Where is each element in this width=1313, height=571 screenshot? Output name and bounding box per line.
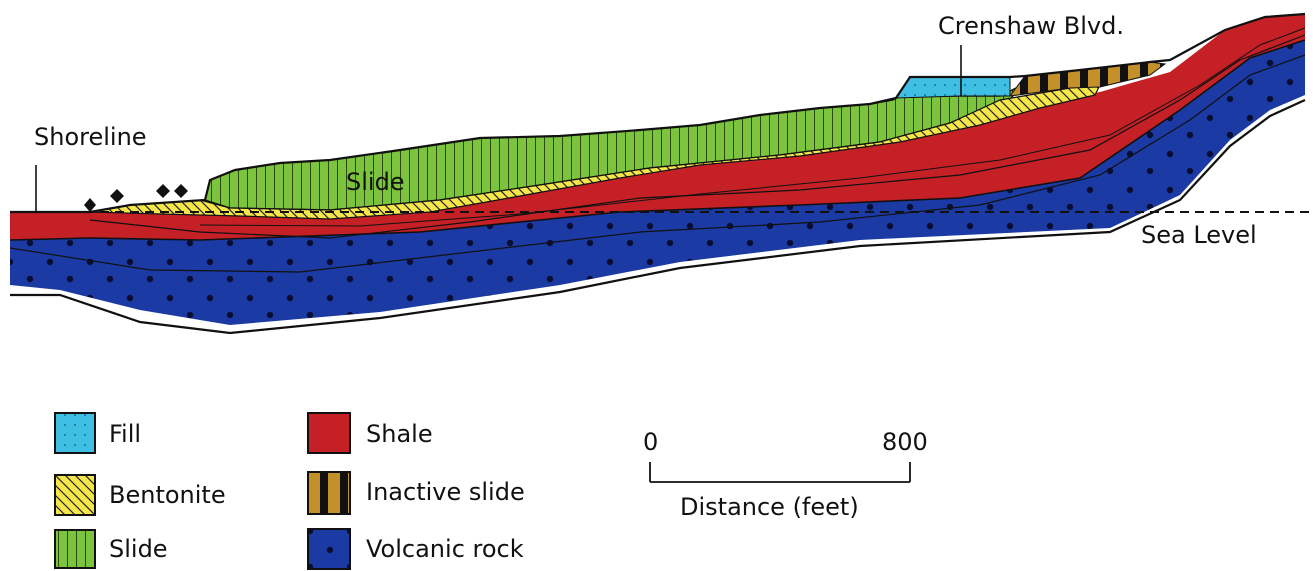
fill-deposit bbox=[895, 76, 1011, 99]
legend-label: Shale bbox=[366, 420, 433, 448]
crenshaw-label: Crenshaw Blvd. bbox=[938, 12, 1124, 40]
volcanic-rock-swatch bbox=[307, 528, 351, 570]
legend: Fill Bentonite Slide Shale Inactive slid… bbox=[54, 412, 525, 570]
legend-label: Inactive slide bbox=[366, 478, 525, 506]
scale-max-label: 800 bbox=[882, 428, 928, 456]
shale-swatch bbox=[307, 412, 351, 454]
shale-bedding-line bbox=[199, 27, 1306, 227]
volcanic-rock-layer bbox=[10, 40, 1305, 325]
shale-bedding-line bbox=[89, 34, 1306, 239]
legend-label: Slide bbox=[109, 535, 168, 563]
basement-contact bbox=[10, 98, 1306, 335]
house-icons bbox=[84, 184, 188, 212]
shale-bedding-line bbox=[9, 54, 1306, 273]
inactive-slide-swatch bbox=[307, 471, 351, 515]
legend-label: Volcanic rock bbox=[366, 535, 524, 563]
ground-surface bbox=[10, 12, 1306, 214]
cross-section-body bbox=[9, 12, 1310, 335]
legend-label: Bentonite bbox=[109, 481, 226, 509]
fill-swatch bbox=[54, 412, 96, 454]
legend-item-shale: Shale bbox=[307, 412, 433, 454]
legend-item-inactive-slide: Inactive slide bbox=[307, 471, 525, 515]
shale-layer bbox=[10, 14, 1305, 240]
scale-min-label: 0 bbox=[643, 428, 658, 456]
legend-item-slide: Slide bbox=[54, 529, 168, 569]
slide-label: Slide bbox=[346, 168, 405, 196]
legend-item-fill: Fill bbox=[54, 412, 141, 454]
shoreline-label: Shoreline bbox=[34, 123, 147, 151]
legend-item-volcanic-rock: Volcanic rock bbox=[307, 528, 524, 570]
scale-bar: 0 800 Distance (feet) bbox=[643, 428, 928, 521]
sea-level-label: Sea Level bbox=[1141, 221, 1257, 249]
legend-label: Fill bbox=[109, 420, 141, 448]
slide-swatch bbox=[54, 529, 96, 569]
shale-bedding-line bbox=[9, 39, 1306, 241]
scale-caption: Distance (feet) bbox=[680, 493, 859, 521]
legend-item-bentonite: Bentonite bbox=[54, 474, 226, 516]
bentonite-swatch bbox=[54, 474, 96, 516]
